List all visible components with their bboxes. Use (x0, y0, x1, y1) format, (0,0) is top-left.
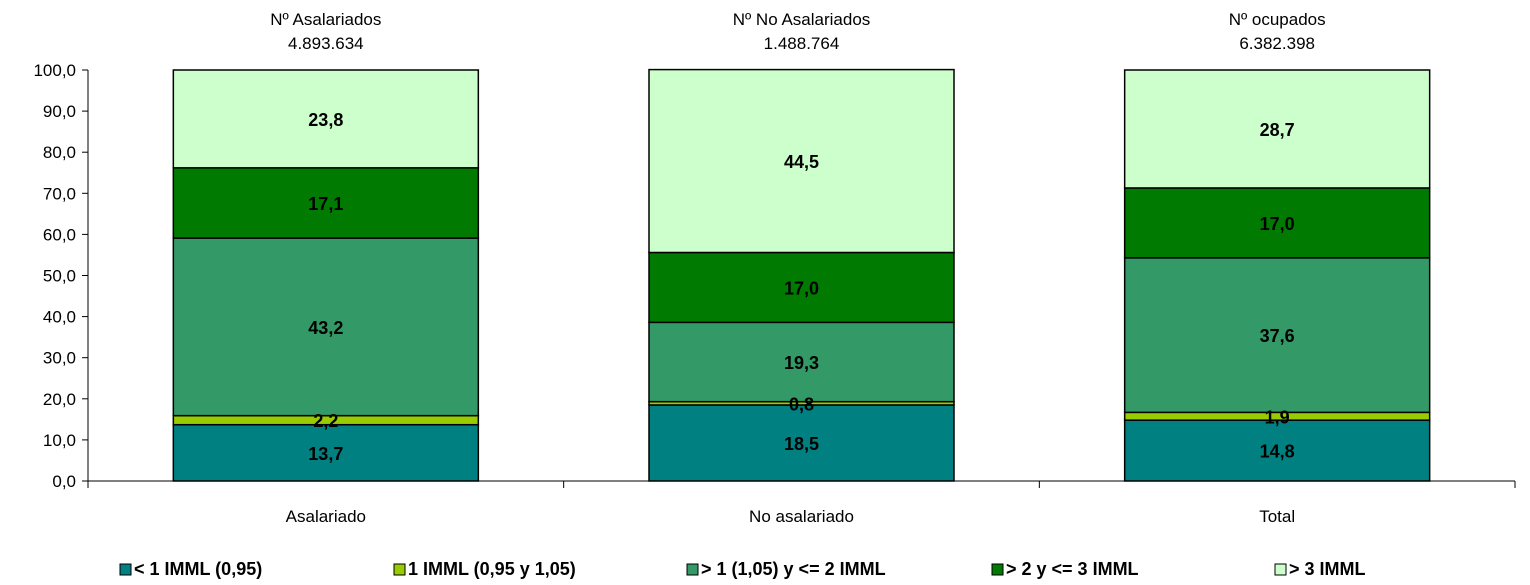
bar-top-title: Nº ocupados (1229, 10, 1326, 29)
data-label: 17,1 (308, 194, 343, 214)
bar-segment (172, 69, 480, 169)
y-tick-label: 30,0 (43, 349, 76, 368)
y-tick-label: 40,0 (43, 308, 76, 327)
y-tick-label: 90,0 (43, 102, 76, 121)
y-tick-label: 100,0 (33, 61, 76, 80)
bar-segment (172, 423, 480, 482)
bar-segment (648, 404, 955, 482)
bars (172, 68, 1431, 482)
bar-top-count: 4.893.634 (288, 34, 364, 53)
bar-segment (1123, 187, 1431, 259)
data-label: 44,5 (784, 152, 819, 172)
bar-top-title: Nº Asalariados (270, 10, 381, 29)
data-label: 19,3 (784, 353, 819, 373)
y-tick-label: 70,0 (43, 184, 76, 203)
legend-swatch (119, 563, 132, 576)
data-label: 14,8 (1260, 442, 1295, 462)
data-label: 17,0 (784, 278, 819, 298)
y-tick-label: 80,0 (43, 143, 76, 162)
top-labels: Nº Asalariados 4.893.634 Nº No Asalariados… (270, 10, 1325, 53)
x-category-label: Asalariado (286, 507, 366, 526)
legend-label: > 1 (1,05) y <= 2 IMML (701, 559, 886, 579)
data-label: 0,8 (789, 394, 814, 414)
y-tick-label: 60,0 (43, 225, 76, 244)
bar-segment (1123, 69, 1431, 189)
y-tick-label: 10,0 (43, 431, 76, 450)
legend-label: > 3 IMML (1289, 559, 1366, 579)
y-tick-label: 0,0 (52, 472, 76, 491)
y-tick-label: 20,0 (43, 390, 76, 409)
legend-label: > 2 y <= 3 IMML (1006, 559, 1139, 579)
bar-top-title: Nº No Asalariados (733, 10, 871, 29)
legend-swatch (393, 563, 406, 576)
legend: < 1 IMML (0,95) 1 IMML (0,95 y 1,05) > 1 (… (119, 559, 1366, 579)
bar-segment (1123, 419, 1431, 482)
data-label: 13,7 (308, 444, 343, 464)
legend-swatch (1274, 563, 1287, 576)
data-label: 23,8 (308, 110, 343, 130)
data-label: 28,7 (1260, 120, 1295, 140)
x-category-label: Total (1259, 507, 1295, 526)
bar-segment (648, 68, 955, 254)
data-label: 37,6 (1260, 326, 1295, 346)
bar-top-count: 1.488.764 (764, 34, 840, 53)
x-axis: Asalariado No asalariado Total (87, 480, 1516, 526)
bar-top-count: 6.382.398 (1239, 34, 1315, 53)
x-category-label: No asalariado (749, 507, 854, 526)
data-labels: 13,7 2,2 43,2 17,1 23,8 18,5 0,8 19,3 17,0 44,5 14… (308, 110, 1294, 464)
data-label: 17,0 (1260, 214, 1295, 234)
data-label: 18,5 (784, 434, 819, 454)
bar-segment (172, 167, 480, 239)
bar-segment (172, 237, 480, 417)
legend-label: < 1 IMML (0,95) (134, 559, 262, 579)
data-label: 2,2 (313, 411, 338, 431)
legend-swatch (991, 563, 1004, 576)
legend-swatch (686, 563, 699, 576)
bar-segment (1123, 257, 1431, 414)
y-tick-label: 50,0 (43, 267, 76, 286)
data-label: 1,9 (1265, 407, 1290, 427)
bar-segment (648, 251, 955, 324)
data-label: 43,2 (308, 318, 343, 338)
legend-label: 1 IMML (0,95 y 1,05) (408, 559, 576, 579)
y-axis: 0,0 10,0 20,0 30,0 40,0 50,0 60,0 70,0 80,0 90,0 1… (33, 61, 89, 491)
